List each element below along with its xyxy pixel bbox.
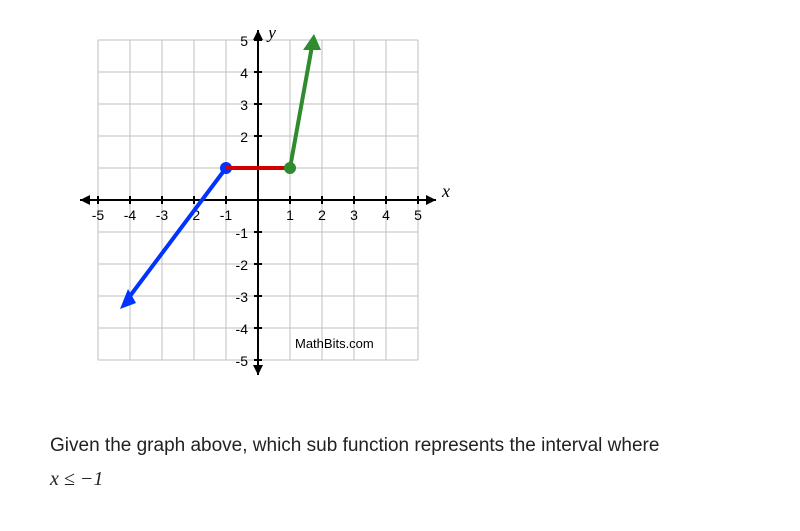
ytick-2: 2 (240, 129, 248, 145)
ytick-neg1: -1 (236, 225, 249, 241)
xtick-5: 5 (414, 207, 422, 223)
xtick-2: 2 (318, 207, 326, 223)
watermark-text: MathBits.com (295, 336, 374, 351)
chart-svg: -5 -4 -3 -2 -1 1 2 3 4 5 5 4 3 (70, 30, 470, 390)
y-axis-arrow-up (253, 30, 263, 40)
question-math: x ≤ −1 (50, 462, 750, 496)
y-axis-label: y (266, 30, 276, 42)
xtick-4: 4 (382, 207, 390, 223)
xtick-1: 1 (286, 207, 294, 223)
ytick-neg4: -4 (236, 321, 249, 337)
x-axis-arrow-right (426, 195, 436, 205)
axes (80, 30, 436, 375)
ytick-3: 3 (240, 97, 248, 113)
xtick-neg4: -4 (124, 207, 137, 223)
piecewise-graph: -5 -4 -3 -2 -1 1 2 3 4 5 5 4 3 (70, 30, 450, 390)
x-axis-arrow-left (80, 195, 90, 205)
question-line1: Given the graph above, which sub functio… (50, 430, 750, 462)
xtick-neg3: -3 (156, 207, 169, 223)
ytick-neg5: -5 (236, 353, 249, 369)
xtick-neg5: -5 (92, 207, 105, 223)
y-axis-arrow-down (253, 365, 263, 375)
blue-ray (120, 162, 232, 309)
ytick-4: 4 (240, 65, 248, 81)
question-block: Given the graph above, which sub functio… (50, 430, 750, 496)
ytick-neg3: -3 (236, 289, 249, 305)
green-arrowhead-icon (303, 34, 321, 50)
xtick-neg1: -1 (220, 207, 233, 223)
ytick-5: 5 (240, 33, 248, 49)
x-axis-label: x (441, 181, 450, 201)
ytick-neg2: -2 (236, 257, 249, 273)
xtick-3: 3 (350, 207, 358, 223)
